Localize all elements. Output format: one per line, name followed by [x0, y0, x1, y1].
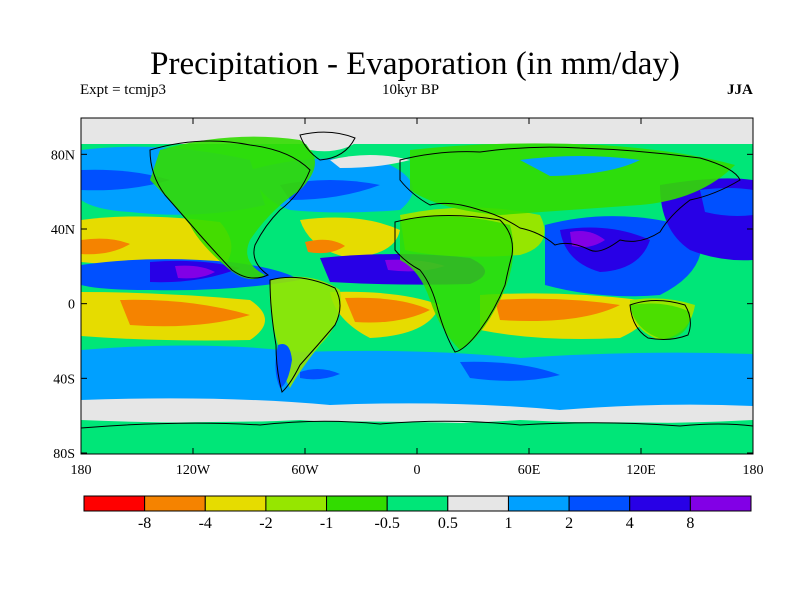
australia-land — [630, 303, 691, 340]
precip-evap-field — [81, 118, 753, 454]
colorbar-label: 8 — [686, 515, 694, 532]
period-label: 10kyr BP — [382, 82, 440, 98]
y-tick-label: 40N — [51, 223, 75, 238]
s-indian-dry-core — [495, 298, 620, 321]
colorbar-label: -8 — [138, 515, 151, 532]
southern-ocean-wet-belt — [81, 345, 753, 418]
patagonia-wet — [275, 344, 292, 388]
colorbar-swatch — [447, 495, 509, 512]
n-pacific-dry-core — [81, 238, 130, 255]
coast-africa — [394, 214, 513, 353]
colorbar: -8 -4 -2 -1 -0.5 0.5 1 2 4 8 — [83, 495, 752, 532]
coast-antarctica — [81, 420, 753, 429]
greenland-light — [300, 132, 360, 152]
colorbar-swatch — [326, 495, 388, 512]
x-tick-label: 180 — [743, 463, 764, 478]
y-tick-label: 80N — [51, 148, 75, 163]
colorbar-label: 0.5 — [438, 515, 458, 532]
colorbar-swatch — [83, 495, 146, 512]
x-tick-label: 60W — [291, 463, 319, 478]
y-tick-label: 40S — [53, 372, 75, 387]
north-atlantic-light — [330, 155, 410, 168]
north-pacific-strong — [81, 169, 170, 191]
siberia-wet — [520, 156, 640, 176]
colorbar-label: -2 — [259, 515, 272, 532]
w-pacific-light — [700, 188, 753, 216]
y-tick-label: 0 — [68, 298, 75, 313]
coast-greenland — [299, 131, 356, 161]
monsoon-peak — [570, 231, 605, 248]
south-pacific-strong — [300, 368, 340, 380]
plot-title: Precipitation - Evaporation (in mm/day) — [150, 46, 680, 82]
n-atlantic-dry-core — [305, 239, 345, 254]
x-tick-label: 60E — [518, 463, 541, 478]
itcz-pacific-peak — [175, 265, 215, 279]
colorbar-swatch — [386, 495, 449, 512]
colorbar-swatch — [629, 495, 691, 512]
x-tick-label: 120E — [626, 463, 656, 478]
colorbar-swatch — [689, 495, 752, 512]
eurasia-land — [410, 143, 735, 215]
north-america-land — [150, 136, 315, 279]
africa-land — [400, 216, 514, 350]
colorbar-label: 4 — [626, 515, 634, 532]
s-pacific-dry-core — [120, 299, 250, 327]
colorbar-swatch — [507, 495, 570, 512]
colorbar-swatch — [265, 495, 328, 512]
colorbar-swatch — [204, 495, 267, 512]
colorbar-swatch — [568, 495, 631, 512]
x-tick-label: 0 — [414, 463, 421, 478]
x-tick-label: 180 — [71, 463, 92, 478]
north-atlantic-strong — [280, 180, 380, 200]
southern-ocean-strong — [460, 361, 560, 381]
colorbar-swatch — [144, 495, 206, 512]
colorbar-label: -0.5 — [375, 515, 400, 532]
coast-south-america — [269, 276, 341, 393]
y-tick-label: 80S — [53, 447, 75, 462]
coast-australia — [629, 300, 691, 340]
season-label: JJA — [727, 82, 753, 98]
s-atlantic-dry-core — [345, 297, 430, 323]
colorbar-label: -4 — [199, 515, 212, 532]
x-tick-label: 120W — [176, 463, 211, 478]
colorbar-label: 1 — [504, 515, 512, 532]
colorbar-label: 2 — [565, 515, 573, 532]
coast-eurasia — [399, 146, 741, 252]
colorbar-label: -1 — [320, 515, 333, 532]
antarctica-land — [81, 421, 753, 454]
coastlines — [81, 131, 753, 429]
coast-north-america — [149, 140, 311, 279]
southern-ocean-light-band — [81, 398, 753, 424]
experiment-label: Expt = tcmjp3 — [80, 82, 166, 98]
